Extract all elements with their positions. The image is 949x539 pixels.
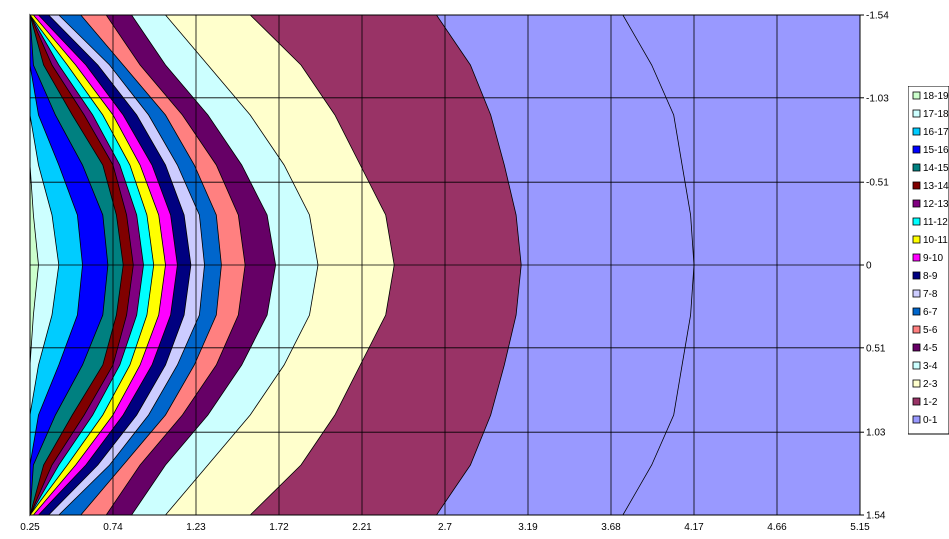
legend-label: 3-4 (923, 361, 938, 372)
x-tick-label: 2.21 (352, 522, 372, 533)
legend-swatch (912, 253, 921, 262)
legend-label: 5-6 (923, 325, 938, 336)
x-tick-label: 3.19 (518, 522, 538, 533)
legend-label: 12-13 (923, 199, 949, 210)
legend-swatch (912, 325, 921, 334)
x-tick-label: 3.68 (601, 522, 621, 533)
x-tick-label: 1.23 (186, 522, 206, 533)
y-tick-label: -1.54 (866, 11, 889, 22)
x-tick-label: 0.74 (103, 522, 123, 533)
legend-label: 13-14 (923, 181, 949, 192)
y-tick-label: 1.54 (866, 511, 886, 522)
legend: 18-19 17-18 16-17 15-16 14-15 13-14 12-13 11-12… (908, 86, 949, 435)
legend-label: 10-11 (923, 235, 948, 246)
legend-swatch (912, 163, 921, 172)
legend-label: 7-8 (923, 289, 938, 300)
legend-swatch (912, 145, 921, 154)
legend-swatch (912, 289, 921, 298)
legend-swatch (912, 271, 921, 280)
legend-swatch (912, 343, 921, 352)
y-tick-label: 0 (866, 261, 872, 272)
legend-label: 14-15 (923, 163, 949, 174)
x-tick-label: 0.25 (20, 522, 40, 533)
legend-swatch (912, 109, 921, 118)
legend-swatch (912, 379, 921, 388)
legend-swatch (912, 217, 921, 226)
legend-swatch (912, 235, 921, 244)
legend-label: 0-1 (923, 415, 938, 426)
y-tick-label: 1.03 (866, 428, 886, 439)
y-tick-label: -1.03 (866, 93, 889, 104)
legend-swatch (912, 361, 921, 370)
y-axis: -1.54 -1.03 -0.51 0 0.51 1.03 1.54 (860, 11, 889, 522)
y-tick-label: -0.51 (866, 178, 889, 189)
legend-label: 6-7 (923, 307, 938, 318)
legend-swatch (912, 199, 921, 208)
x-axis: 0.25 0.74 1.23 1.72 2.21 2.7 3.19 3.68 4.17 4.66 5… (20, 522, 870, 533)
x-tick-label: 1.72 (269, 522, 289, 533)
legend-label: 18-19 (923, 91, 949, 102)
legend-label: 1-2 (923, 397, 938, 408)
legend-label: 15-16 (923, 145, 949, 156)
legend-label: 9-10 (923, 253, 943, 264)
legend-label: 2-3 (923, 379, 938, 390)
legend-label: 17-18 (923, 109, 949, 120)
x-tick-label: 5.15 (850, 522, 870, 533)
y-tick-label: 0.51 (866, 343, 886, 354)
legend-swatch (912, 397, 921, 406)
legend-label: 11-12 (923, 217, 948, 228)
x-tick-label: 4.17 (684, 522, 704, 533)
legend-swatch (912, 307, 921, 316)
x-tick-label: 4.66 (767, 522, 787, 533)
legend-label: 16-17 (923, 127, 949, 138)
legend-swatch (912, 181, 921, 190)
legend-swatch (912, 127, 921, 136)
x-tick-label: 2.7 (438, 522, 452, 533)
legend-swatch (912, 91, 921, 100)
legend-label: 4-5 (923, 343, 938, 354)
legend-label: 8-9 (923, 271, 938, 282)
legend-swatch (912, 415, 921, 424)
